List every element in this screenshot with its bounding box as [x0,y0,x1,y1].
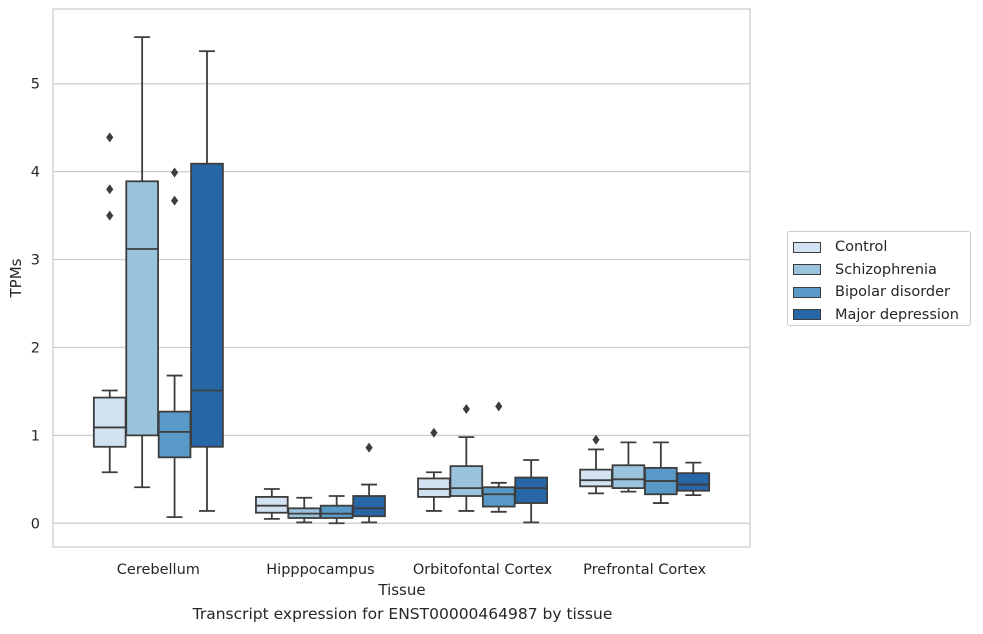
box-iqr [319,504,354,519]
legend-swatch [793,309,821,321]
x-tick-label: Hipppocampus [266,562,374,578]
legend-label: Bipolar disorder [835,284,950,301]
box-iqr [417,477,451,498]
box-iqr [125,180,159,437]
y-tick-label: 3 [31,253,40,269]
y-tick-label: 5 [31,77,40,93]
outlier-point [495,401,503,412]
box-iqr [190,162,224,448]
box-iqr [676,472,711,492]
outlier-point [106,132,114,143]
outlier-point [170,195,179,206]
legend-label: Control [835,239,888,256]
y-axis-label: TPMs [7,258,25,298]
y-tick-label: 1 [31,428,40,444]
legend: Control Schizophrenia Bipolar disorder Majo… [787,231,971,326]
figure-caption: Transcript expression for ENST0000046498… [192,605,613,623]
y-tick-label: 4 [31,165,40,181]
outlier-point [462,403,470,414]
box-iqr [157,410,192,459]
legend-item: Major depression [793,304,970,327]
y-tick-label: 2 [31,340,40,356]
box-iqr [92,396,127,448]
outlier-point [170,167,179,178]
outlier-point [430,427,438,438]
legend-label: Schizophrenia [835,261,937,278]
legend-item: Control [793,236,970,259]
box-major-depression [190,50,224,512]
legend-swatch [793,264,821,276]
box-major-depression [514,459,548,524]
box-iqr [579,468,613,488]
box-major-depression [352,442,386,524]
box-major-depression [676,461,711,497]
y-tick-label: 0 [31,516,40,532]
x-axis-label: Tissue [377,581,425,599]
box-iqr [449,465,484,497]
box-bipolar-disorder [319,495,354,525]
box-schizophrenia [125,36,159,489]
x-tick-label: Prefrontal Cortex [583,562,706,578]
legend-item: Schizophrenia [793,259,970,282]
box-iqr [481,486,516,508]
box-schizophrenia [287,496,322,524]
box-iqr [514,476,548,504]
box-iqr [352,495,386,518]
x-tick-labels: Cerebellum Hipppocampus Orbitofontal Corte… [117,562,707,578]
legend-item: Bipolar disorder [793,281,970,304]
outlier-point [106,184,114,195]
legend-swatch [793,286,821,298]
box-bipolar-disorder [481,401,516,513]
x-tick-label: Orbitofontal Cortex [413,562,553,578]
box-schizophrenia [611,441,646,493]
box-control [92,132,127,474]
box-schizophrenia [449,403,484,512]
outlier-point [592,434,600,445]
box-iqr [611,464,646,490]
x-tick-label: Cerebellum [117,562,200,578]
outlier-point [106,210,114,221]
box-control [255,488,289,520]
legend-label: Major depression [835,306,959,323]
legend-swatch [793,241,821,253]
outlier-point [365,442,373,453]
box-groups [92,36,711,525]
y-tick-labels: 0 1 2 3 4 5 [31,77,40,533]
box-bipolar-disorder [157,167,192,519]
